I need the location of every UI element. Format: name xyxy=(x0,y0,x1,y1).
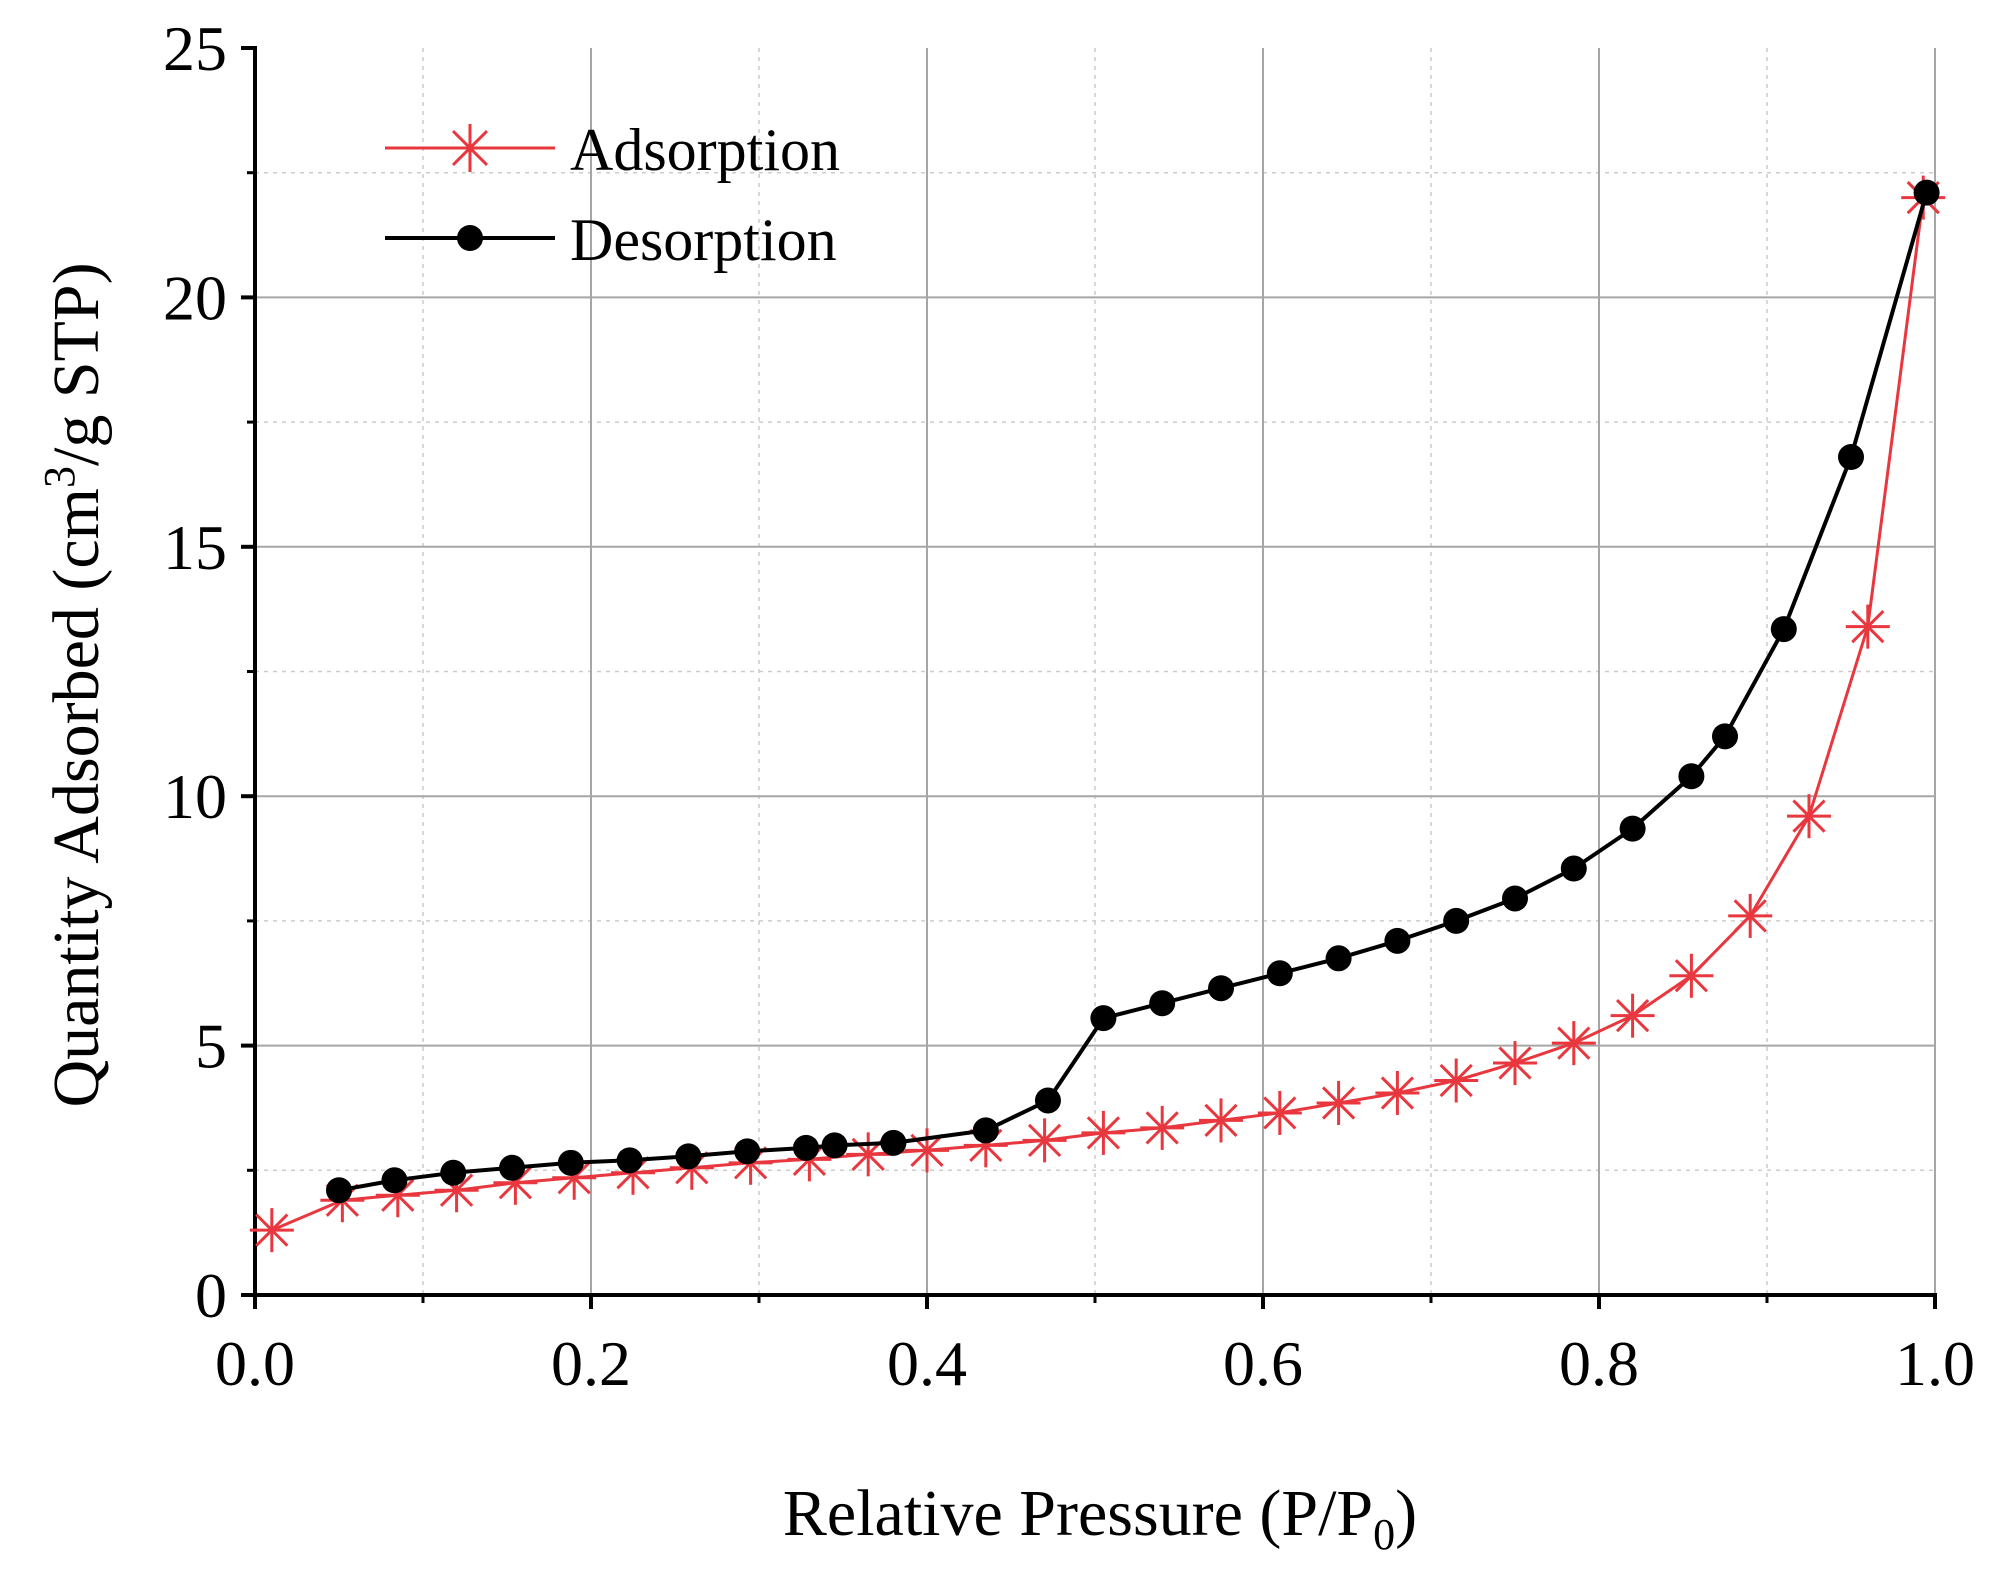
adsorption-point xyxy=(1610,993,1655,1038)
desorption-point xyxy=(880,1129,907,1156)
data-series xyxy=(249,175,1946,1253)
desorption-point xyxy=(1443,907,1470,934)
desorption-point xyxy=(734,1138,761,1165)
desorption-point xyxy=(381,1167,408,1194)
adsorption-point xyxy=(1551,1021,1596,1066)
y-tick-label: 10 xyxy=(163,761,227,832)
desorption-point xyxy=(1712,723,1738,750)
y-tick-label: 25 xyxy=(163,13,227,84)
y-tick-label: 15 xyxy=(163,512,227,583)
x-tick-label: 0.0 xyxy=(215,1328,295,1399)
y-axis-title-rest: /g STP) xyxy=(40,262,113,466)
desorption-point xyxy=(821,1132,848,1159)
adsorption-point xyxy=(1845,604,1890,649)
desorption-point xyxy=(1502,885,1528,912)
legend-entry-adsorption: Adsorption xyxy=(385,117,840,183)
adsorption-point xyxy=(1728,893,1773,938)
y-axis-title: Quantity Adsorbed (cm3/g STP) xyxy=(35,262,113,1107)
x-tick-label: 0.8 xyxy=(1559,1328,1639,1399)
desorption-series-line xyxy=(338,192,1929,1193)
adsorption-point xyxy=(1199,1098,1243,1143)
adsorption-point xyxy=(1669,953,1714,998)
grid-lines xyxy=(255,48,1936,1295)
desorption-point xyxy=(1770,616,1797,643)
desorption-point xyxy=(616,1147,643,1174)
legend-entry-desorption: Desorption xyxy=(385,207,837,273)
desorption-point xyxy=(675,1143,702,1170)
x-tick-label: 0.2 xyxy=(551,1328,631,1399)
y-tick-label: 5 xyxy=(195,1011,227,1082)
desorption-point xyxy=(440,1159,467,1186)
desorption-point xyxy=(1325,945,1352,972)
desorption-point xyxy=(326,1177,352,1204)
adsorption-series-line xyxy=(271,197,1925,1232)
x-axis-title: Relative Pressure (P/P0) xyxy=(783,1477,1417,1559)
desorption-point xyxy=(1149,990,1176,1017)
desorption-point xyxy=(1208,975,1234,1002)
legend: Adsorption Desorption xyxy=(385,117,840,273)
x-tick-label: 0.4 xyxy=(887,1328,967,1399)
adsorption-point xyxy=(1787,794,1831,839)
desorption-point xyxy=(1384,927,1411,954)
tick-labels: 0.0 0.2 0.4 0.6 0.8 1.0 0 5 10 15 20 25 xyxy=(163,13,1975,1399)
desorption-point xyxy=(793,1134,820,1161)
x-axis-title-main: Relative Pressure (P/P xyxy=(783,1477,1373,1550)
legend-adsorption-label: Adsorption xyxy=(570,117,840,183)
desorption-point xyxy=(1913,179,1940,206)
adsorption-point xyxy=(249,1208,294,1253)
desorption-point xyxy=(557,1149,584,1176)
desorption-point xyxy=(1560,855,1587,882)
adsorption-point xyxy=(1434,1058,1479,1103)
desorption-point xyxy=(1090,1005,1117,1032)
legend-asterisk xyxy=(446,124,494,172)
y-axis-title-main: Quantity Adsorbed (cm xyxy=(40,488,113,1108)
legend-adsorption-marker xyxy=(446,124,494,172)
desorption-point xyxy=(1034,1087,1061,1114)
desorption-point xyxy=(1678,763,1705,790)
x-tick-label: 0.6 xyxy=(1223,1328,1303,1399)
desorption-point xyxy=(499,1154,526,1181)
adsorption-point xyxy=(1140,1105,1185,1150)
desorption-point xyxy=(972,1117,999,1144)
legend-desorption-marker xyxy=(457,225,483,251)
axes xyxy=(241,46,1937,1309)
desorption-point xyxy=(1266,960,1293,987)
adsorption-point xyxy=(1316,1080,1361,1125)
desorption-point xyxy=(1838,444,1864,471)
x-axis-title-close: ) xyxy=(1395,1477,1417,1550)
y-tick-label: 0 xyxy=(195,1260,227,1331)
adsorption-point xyxy=(1081,1110,1126,1155)
adsorption-point xyxy=(1375,1070,1420,1115)
adsorption-point xyxy=(1022,1118,1067,1163)
adsorption-point xyxy=(1257,1090,1302,1135)
adsorption-point xyxy=(1493,1041,1537,1086)
desorption-point xyxy=(1619,815,1646,842)
x-tick-label: 1.0 xyxy=(1895,1328,1975,1399)
y-axis-title-superscript: 3 xyxy=(35,466,84,488)
x-axis-title-subscript: 0 xyxy=(1373,1510,1395,1559)
y-tick-label: 20 xyxy=(163,262,227,333)
legend-desorption-label: Desorption xyxy=(570,207,837,273)
